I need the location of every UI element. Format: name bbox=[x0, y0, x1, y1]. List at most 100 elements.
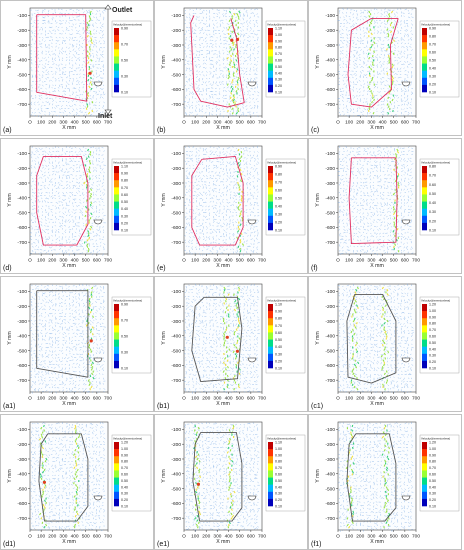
vector bbox=[360, 71, 362, 74]
vector bbox=[403, 15, 405, 17]
vector bbox=[199, 8, 202, 11]
vector bbox=[245, 9, 248, 13]
colorbar-tick-label: 0.60 bbox=[429, 183, 436, 187]
vector bbox=[380, 94, 382, 98]
vector bbox=[410, 37, 412, 40]
vector bbox=[380, 13, 383, 15]
colorbar: Velocity(dimensionless)0.900.700.500.300… bbox=[111, 20, 152, 98]
vector bbox=[373, 29, 376, 31]
vector bbox=[59, 12, 61, 14]
vector bbox=[52, 84, 54, 86]
y-tick-label: -300 bbox=[17, 43, 27, 49]
vector bbox=[253, 47, 256, 50]
vector bbox=[89, 43, 92, 46]
vector bbox=[389, 108, 392, 111]
colorbar-segment bbox=[422, 208, 427, 217]
vector bbox=[77, 16, 80, 18]
vector bbox=[67, 87, 70, 89]
vector bbox=[204, 37, 207, 40]
vector bbox=[45, 50, 47, 53]
band-vector bbox=[235, 52, 238, 55]
vector bbox=[385, 50, 388, 52]
vector bbox=[383, 11, 386, 14]
vector bbox=[342, 96, 344, 99]
vector bbox=[62, 50, 65, 53]
vector bbox=[403, 52, 405, 55]
vector bbox=[94, 36, 97, 39]
vector bbox=[245, 53, 248, 55]
vector bbox=[29, 22, 33, 24]
vector bbox=[69, 77, 72, 80]
x-tick-label: 100 bbox=[37, 120, 45, 126]
vector bbox=[96, 57, 99, 60]
colorbar-segment bbox=[268, 173, 273, 181]
vector bbox=[57, 55, 60, 58]
vector bbox=[400, 88, 402, 91]
vector bbox=[372, 66, 375, 68]
vector bbox=[58, 84, 61, 88]
vector bbox=[72, 108, 75, 111]
vector bbox=[247, 25, 249, 28]
vector bbox=[202, 98, 204, 100]
vector bbox=[40, 105, 43, 107]
colorbar-tick-label: 0.80 bbox=[275, 173, 282, 177]
vector bbox=[405, 46, 409, 48]
vector bbox=[225, 26, 228, 29]
vector bbox=[250, 63, 252, 65]
band-vector bbox=[392, 94, 395, 97]
vector bbox=[209, 45, 211, 48]
vector bbox=[79, 101, 81, 103]
y-tick-label: -400 bbox=[325, 196, 335, 202]
x-tick-label: 700 bbox=[104, 258, 112, 264]
vector bbox=[71, 29, 73, 31]
vector bbox=[216, 9, 218, 11]
vector bbox=[404, 8, 407, 11]
vector bbox=[380, 47, 382, 50]
vector bbox=[355, 74, 358, 77]
vector bbox=[403, 21, 405, 24]
colorbar-segment bbox=[422, 35, 427, 43]
vector bbox=[46, 101, 50, 104]
vector bbox=[401, 46, 403, 48]
vector bbox=[221, 30, 224, 33]
vector bbox=[232, 50, 234, 53]
vector bbox=[372, 106, 375, 109]
band-vector bbox=[88, 19, 91, 23]
vector bbox=[366, 111, 368, 115]
vector bbox=[243, 60, 246, 62]
vector bbox=[353, 55, 356, 58]
vector bbox=[401, 80, 403, 82]
vector bbox=[98, 105, 101, 107]
vector bbox=[209, 59, 212, 62]
band-vector bbox=[87, 72, 90, 75]
vector bbox=[197, 58, 200, 62]
vector bbox=[401, 108, 403, 111]
band-vector bbox=[240, 197, 243, 200]
band-vector bbox=[235, 89, 238, 93]
band-vector bbox=[369, 48, 371, 51]
band-vector bbox=[370, 19, 373, 23]
band-vector bbox=[89, 10, 92, 14]
band-vector bbox=[232, 98, 235, 102]
panel-label: (d) bbox=[3, 265, 12, 272]
vector bbox=[215, 73, 217, 75]
vector bbox=[51, 42, 53, 45]
vector bbox=[69, 111, 71, 114]
vector bbox=[81, 37, 84, 40]
vector bbox=[54, 30, 56, 32]
vector bbox=[30, 36, 33, 38]
band-vector bbox=[388, 59, 391, 62]
vector bbox=[247, 40, 250, 42]
vector bbox=[366, 45, 368, 48]
band-vector bbox=[235, 46, 237, 49]
vector bbox=[362, 80, 364, 82]
vector bbox=[82, 57, 84, 60]
vector bbox=[62, 97, 64, 99]
vector bbox=[59, 37, 61, 39]
vector bbox=[69, 33, 71, 35]
vector bbox=[409, 103, 412, 106]
vector bbox=[191, 30, 194, 33]
vector bbox=[352, 89, 354, 92]
vector bbox=[42, 57, 44, 59]
